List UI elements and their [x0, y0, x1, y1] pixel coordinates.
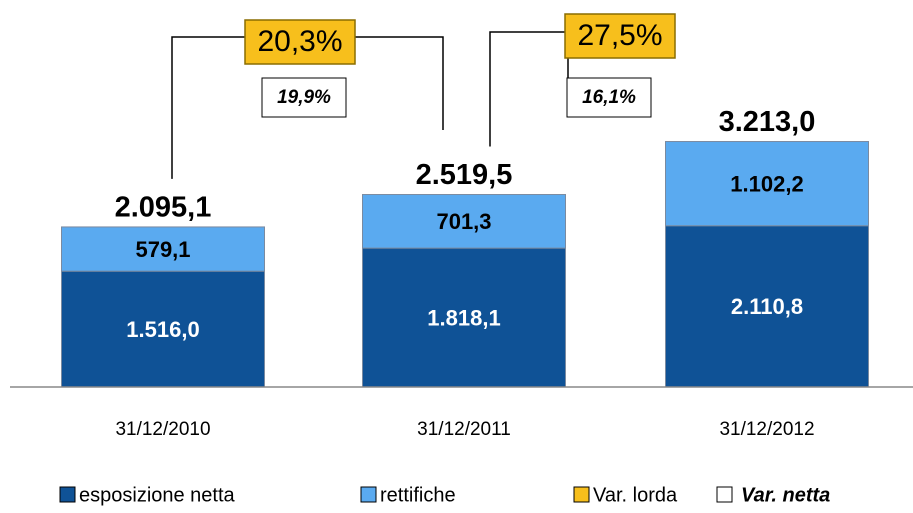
var-netta-label: 19,9%	[277, 87, 331, 108]
var-lorda-label: 20,3%	[257, 25, 342, 58]
value-label: 1.102,2	[730, 171, 803, 196]
var-netta-box	[566, 77, 652, 118]
bar-segment	[61, 226, 265, 272]
value-label: 701,3	[436, 209, 491, 234]
var-lorda-box	[564, 13, 676, 59]
legend-label: Var. lorda	[593, 484, 678, 506]
legend-swatch	[59, 486, 76, 503]
bar-segment	[665, 225, 869, 388]
legend-swatch	[360, 486, 377, 503]
legend-label: rettifiche	[380, 484, 456, 506]
bar-segment	[362, 194, 566, 249]
var-lorda-box	[244, 19, 356, 65]
total-label: 2.519,5	[416, 159, 513, 191]
legend-swatch	[716, 486, 733, 503]
legend-label: esposizione netta	[79, 484, 236, 506]
x-tick-label: 31/12/2010	[115, 419, 210, 440]
bar-segment	[665, 141, 869, 227]
legend-label: Var. netta	[741, 484, 830, 506]
value-label: 2.110,8	[731, 294, 803, 319]
value-label: 579,1	[135, 237, 190, 262]
var-netta-label: 16,1%	[582, 87, 636, 108]
var-lorda-label: 27,5%	[577, 19, 662, 52]
x-tick-label: 31/12/2012	[719, 419, 814, 440]
value-label: 1.818,1	[427, 305, 500, 330]
value-label: 1.516,0	[126, 317, 199, 342]
total-label: 3.213,0	[719, 106, 816, 138]
total-label: 2.095,1	[115, 192, 212, 224]
x-tick-label: 31/12/2011	[417, 419, 511, 440]
legend-swatch	[573, 486, 590, 503]
var-netta-box	[261, 77, 347, 118]
connector	[489, 31, 569, 147]
bar-segment	[61, 270, 265, 388]
